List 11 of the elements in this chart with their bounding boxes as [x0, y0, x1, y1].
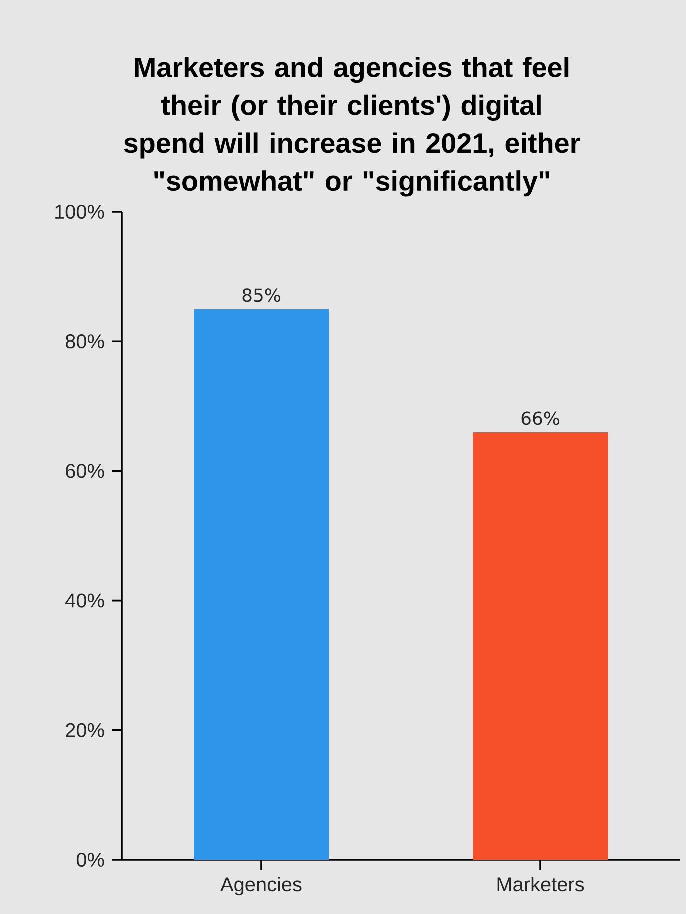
- y-tick-label: 40%: [66, 594, 104, 608]
- data-label: 66%: [522, 412, 560, 426]
- y-tick-label: 80%: [66, 334, 104, 349]
- chart-title: Marketers and agencies that feel their (or their clients') digital spend will increase in 2021, either "somewhat" or "significantly": [124, 57, 580, 197]
- y-tick-label: 20%: [66, 723, 104, 738]
- y-tick-label: 0%: [76, 852, 104, 868]
- x-tick-label: Agencies: [220, 877, 302, 896]
- y-tick-label: 100%: [56, 204, 104, 220]
- data-label: 85%: [242, 288, 280, 302]
- y-tick-label: 60%: [66, 464, 104, 478]
- x-tick-label: Marketers: [498, 877, 584, 892]
